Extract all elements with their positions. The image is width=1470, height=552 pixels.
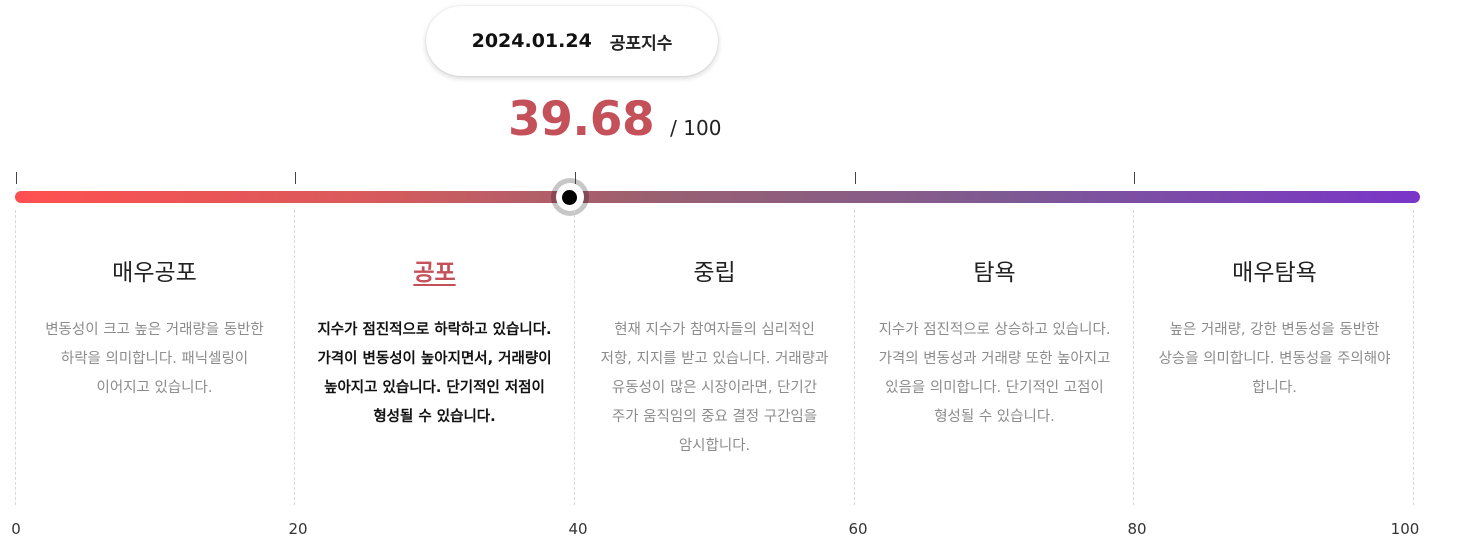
gauge-bar <box>15 191 1420 203</box>
gauge-tick <box>1134 172 1135 184</box>
zone-divider <box>15 210 16 505</box>
zone-neutral[interactable]: 중립 현재 지수가 참여자들의 심리적인 저항, 지지를 받고 있습니다. 거래… <box>575 256 854 461</box>
marker-dot <box>562 189 578 205</box>
gauge-tick <box>295 172 296 184</box>
axis-label: 100 <box>1390 520 1420 538</box>
axis-label: 20 <box>288 520 308 538</box>
zone-title: 매우탐욕 <box>1232 260 1317 286</box>
axis-label: 40 <box>568 520 588 538</box>
score-max: / 100 <box>670 116 722 140</box>
axis-label: 80 <box>1127 520 1147 538</box>
axis-label: 60 <box>848 520 868 538</box>
tooltip-date: 2024.01.24 <box>471 30 592 52</box>
zone-description: 지수가 점진적으로 상승하고 있습니다. 가격의 변동성과 거래량 또한 높아지… <box>878 322 1111 425</box>
zone-greed[interactable]: 탐욕 지수가 점진적으로 상승하고 있습니다. 가격의 변동성과 거래량 또한 … <box>855 256 1134 432</box>
zone-divider <box>1413 210 1414 505</box>
zone-title: 공포 <box>413 260 456 286</box>
score-value: 39.68 <box>508 92 655 147</box>
zone-extreme-fear[interactable]: 매우공포 변동성이 크고 높은 거래량을 동반한 하락을 의미합니다. 패닉셀링… <box>15 256 294 403</box>
zone-divider <box>294 210 295 505</box>
zone-extreme-greed[interactable]: 매우탐욕 높은 거래량, 강한 변동성을 동반한 상승을 의미합니다. 변동성을… <box>1135 256 1414 403</box>
gauge-marker[interactable] <box>550 178 589 216</box>
date-tooltip: 2024.01.24 공포지수 <box>426 6 718 76</box>
gauge-tick <box>16 172 17 184</box>
gauge-tick <box>575 172 576 184</box>
zone-description: 현재 지수가 참여자들의 심리적인 저항, 지지를 받고 있습니다. 거래량과 … <box>600 322 829 454</box>
zone-divider <box>1133 210 1134 505</box>
zone-description: 지수가 점진적으로 하락하고 있습니다. 가격이 변동성이 높아지면서, 거래량… <box>317 322 552 425</box>
gauge-tick <box>855 172 856 184</box>
zone-title: 탐욕 <box>973 260 1016 286</box>
zone-divider <box>854 210 855 505</box>
zone-title: 중립 <box>693 260 736 286</box>
zone-fear[interactable]: 공포 지수가 점진적으로 하락하고 있습니다. 가격이 변동성이 높아지면서, … <box>295 256 574 432</box>
score-display: 39.68 / 100 <box>508 92 721 147</box>
zone-description: 높은 거래량, 강한 변동성을 동반한 상승을 의미합니다. 변동성을 주의해야… <box>1158 322 1391 396</box>
zone-divider <box>574 210 575 505</box>
tooltip-label: 공포지수 <box>609 33 673 54</box>
zone-title: 매우공포 <box>112 260 197 286</box>
axis-label: 0 <box>11 520 21 538</box>
zone-description: 변동성이 크고 높은 거래량을 동반한 하락을 의미합니다. 패닉셀링이 이어지… <box>45 322 264 396</box>
